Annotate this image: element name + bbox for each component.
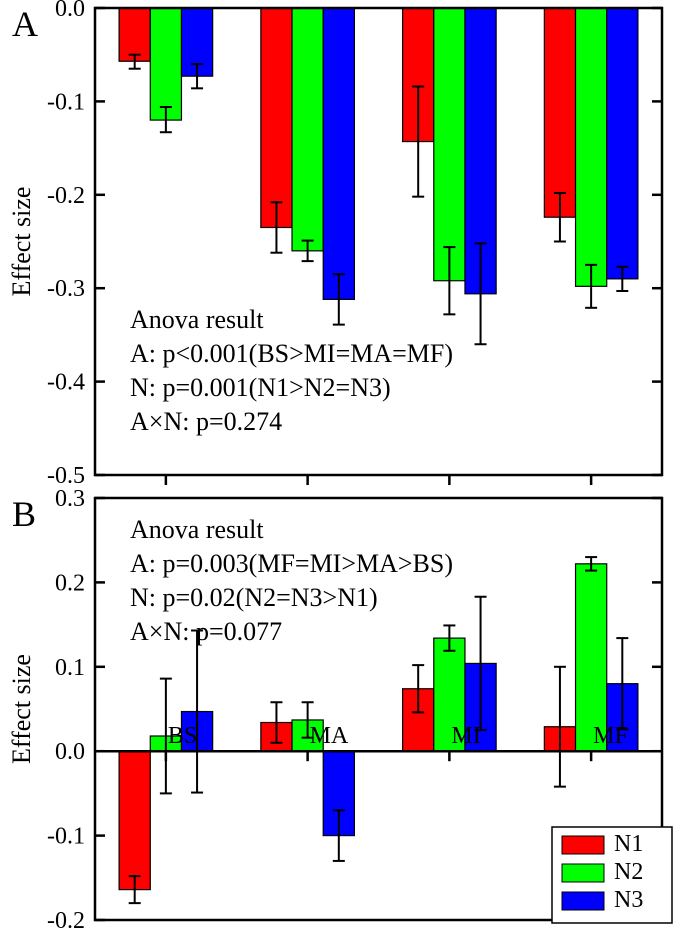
annot-line-B-0: A: p=0.003(MF=MI>MA>BS) xyxy=(130,549,453,578)
ylabel-B: Effect size xyxy=(7,654,36,764)
bar-A-BS-N1 xyxy=(119,8,150,61)
ytick-A--0.3: -0.3 xyxy=(47,276,85,302)
bar-A-MA-N3 xyxy=(323,8,354,299)
ytick-B--0.2: -0.2 xyxy=(47,908,85,932)
legend-swatch-N2 xyxy=(562,864,604,882)
bar-A-MA-N1 xyxy=(261,8,292,227)
ytick-B-0.1: 0.1 xyxy=(55,655,85,681)
legend-swatch-N3 xyxy=(562,892,604,910)
bar-A-MF-N2 xyxy=(576,8,607,286)
annot-line-A-0: A: p<0.001(BS>MI=MA=MF) xyxy=(130,339,453,368)
ylabel-A: Effect size xyxy=(7,187,36,297)
bar-A-MA-N2 xyxy=(292,8,323,251)
annot-line-B-1: N: p=0.02(N2=N3>N1) xyxy=(130,583,378,612)
ytick-A--0.4: -0.4 xyxy=(47,370,85,396)
ytick-B-0.2: 0.2 xyxy=(55,570,85,596)
xlabel-MF: MF xyxy=(593,723,628,749)
bar-A-MF-N1 xyxy=(544,8,575,217)
bar-B-BS-N1 xyxy=(119,751,150,889)
bar-A-MI-N2 xyxy=(434,8,465,281)
legend-label-N2: N2 xyxy=(614,859,643,885)
xlabel-BS: BS xyxy=(168,723,197,749)
legend-swatch-N1 xyxy=(562,836,604,854)
annot-line-B-2: A×N: p=0.077 xyxy=(130,617,282,646)
xlabel-MI: MI xyxy=(451,723,480,749)
legend-label-N3: N3 xyxy=(614,887,643,913)
ytick-B--0.1: -0.1 xyxy=(47,824,85,850)
xlabel-MA: MA xyxy=(310,723,349,749)
ytick-A--0.2: -0.2 xyxy=(47,183,85,209)
ytick-B-0: 0.0 xyxy=(55,739,85,765)
figure-container: 0.0-0.1-0.2-0.3-0.4-0.5Effect sizeAAnova… xyxy=(0,0,685,932)
ytick-A--0.1: -0.1 xyxy=(47,89,85,115)
bar-A-MF-N3 xyxy=(607,8,638,279)
bar-A-BS-N2 xyxy=(150,8,181,120)
panel-label-B: B xyxy=(12,494,36,534)
legend-label-N1: N1 xyxy=(614,831,643,857)
annot-line-A-2: A×N: p=0.274 xyxy=(130,407,282,436)
annot-line-A-1: N: p=0.001(N1>N2=N3) xyxy=(130,373,391,402)
annot-title-B: Anova result xyxy=(130,515,264,544)
ytick-A-0: 0.0 xyxy=(55,0,85,22)
panel-label-A: A xyxy=(12,4,38,44)
annot-title-A: Anova result xyxy=(130,305,264,334)
figure-svg: 0.0-0.1-0.2-0.3-0.4-0.5Effect sizeAAnova… xyxy=(0,0,685,932)
ytick-B-0.3: 0.3 xyxy=(55,486,85,512)
